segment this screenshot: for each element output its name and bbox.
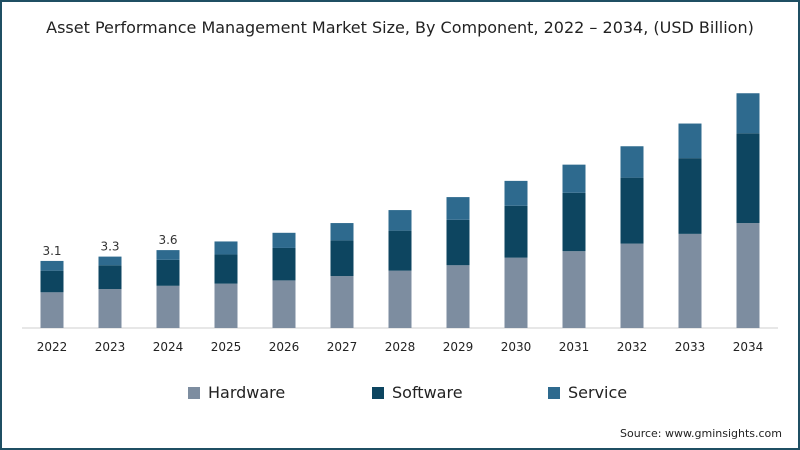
bar-service-2024 [156, 250, 180, 260]
bar-hardware-2032 [620, 243, 644, 328]
data-label-2023: 3.3 [100, 240, 119, 254]
legend-swatch-service [548, 386, 560, 399]
bar-software-2027 [330, 240, 354, 277]
bar-hardware-2022 [40, 292, 64, 328]
x-tick-2033: 2033 [675, 340, 706, 354]
x-tick-2028: 2028 [385, 340, 416, 354]
bar-software-2024 [156, 259, 180, 286]
bar-software-2031 [562, 192, 586, 252]
source-note: Source: www.gminsights.com [620, 427, 782, 440]
data-label-2022: 3.1 [42, 244, 61, 258]
bar-service-2022 [40, 260, 64, 271]
bar-hardware-2027 [330, 276, 354, 328]
x-tick-2031: 2031 [559, 340, 590, 354]
bar-software-2033 [678, 158, 702, 234]
bar-service-2027 [330, 223, 354, 241]
bar-software-2029 [446, 219, 470, 266]
bar-service-2033 [678, 123, 702, 159]
legend-item-service: Service [548, 383, 627, 402]
bar-software-2026 [272, 247, 296, 281]
bar-software-2030 [504, 205, 528, 258]
bar-service-2029 [446, 197, 470, 220]
x-tick-2032: 2032 [617, 340, 648, 354]
data-label-2024: 3.6 [158, 233, 177, 247]
bar-hardware-2024 [156, 285, 180, 328]
x-tick-2025: 2025 [211, 340, 242, 354]
bar-hardware-2034 [736, 223, 760, 328]
bar-service-2031 [562, 164, 586, 193]
x-tick-2029: 2029 [443, 340, 474, 354]
chart-title: Asset Performance Management Market Size… [46, 18, 754, 37]
x-tick-2026: 2026 [269, 340, 300, 354]
bar-software-2034 [736, 133, 760, 224]
bar-software-2028 [388, 230, 412, 271]
bar-service-2025 [214, 241, 238, 255]
bar-hardware-2025 [214, 283, 238, 328]
bar-software-2025 [214, 254, 238, 284]
bar-service-2026 [272, 232, 296, 248]
bar-service-2030 [504, 180, 528, 206]
bar-software-2023 [98, 265, 122, 290]
bar-hardware-2029 [446, 265, 470, 328]
bar-software-2032 [620, 177, 644, 244]
legend-swatch-software [372, 386, 384, 399]
x-tick-2023: 2023 [95, 340, 126, 354]
x-tick-2030: 2030 [501, 340, 532, 354]
x-tick-2034: 2034 [733, 340, 764, 354]
bar-hardware-2030 [504, 257, 528, 328]
legend-label-software: Software [392, 383, 463, 402]
bar-service-2034 [736, 93, 760, 134]
bar-hardware-2031 [562, 251, 586, 328]
bar-software-2022 [40, 270, 64, 293]
bar-hardware-2028 [388, 270, 412, 328]
legend-item-hardware: Hardware [188, 383, 285, 402]
bar-service-2032 [620, 146, 644, 178]
x-tick-2027: 2027 [327, 340, 358, 354]
legend-label-hardware: Hardware [208, 383, 286, 402]
bar-service-2023 [98, 256, 122, 266]
bar-hardware-2023 [98, 289, 122, 328]
legend-label-service: Service [568, 383, 628, 402]
bar-hardware-2033 [678, 233, 702, 328]
x-tick-2024: 2024 [153, 340, 184, 354]
bar-hardware-2026 [272, 280, 296, 328]
legend: Hardware Software Service [0, 383, 800, 405]
legend-swatch-hardware [188, 386, 200, 399]
legend-item-software: Software [372, 383, 463, 402]
bar-service-2028 [388, 210, 412, 231]
x-tick-2022: 2022 [37, 340, 68, 354]
